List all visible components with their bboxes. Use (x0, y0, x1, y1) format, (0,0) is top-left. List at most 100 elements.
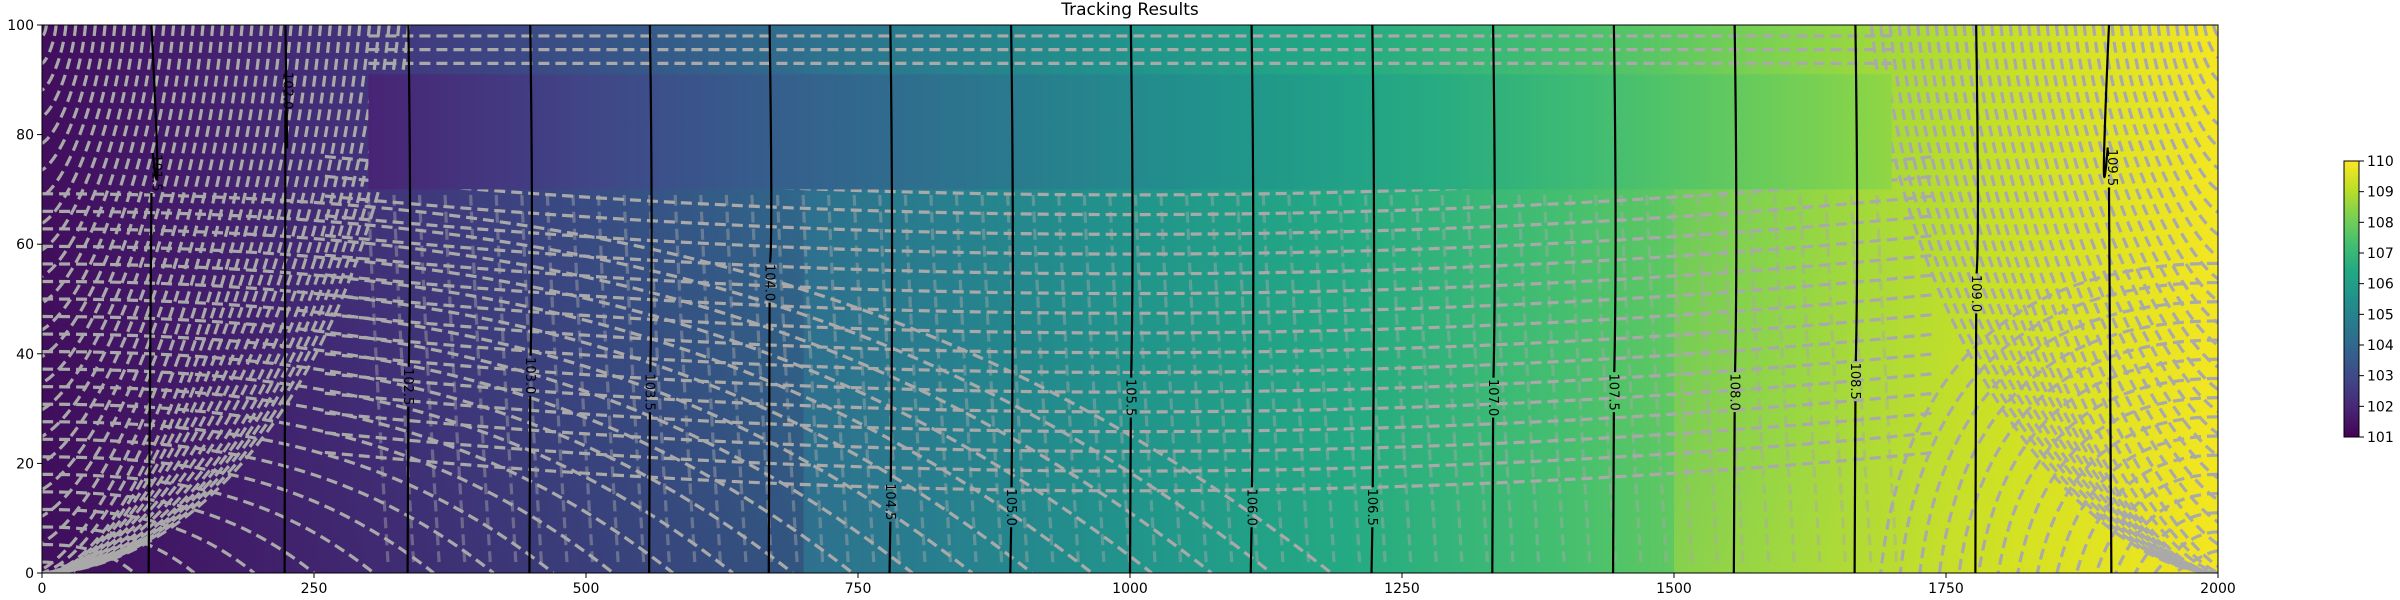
y-tick-label: 40 (16, 347, 34, 363)
pathline (2110, 25, 2218, 281)
pathline (1879, 261, 2218, 573)
contour-line (1128, 417, 1132, 573)
contour-line (1129, 25, 1134, 378)
x-tick-label: 1500 (1656, 581, 1692, 597)
pathline (1287, 194, 1311, 563)
pathline (42, 385, 675, 573)
pathline (2138, 25, 2218, 214)
pathline (42, 25, 88, 145)
pathline (929, 194, 953, 563)
colorbar-tick-label: 102 (2367, 399, 2394, 415)
y-axis: 0 20 40 60 80 100 (7, 18, 42, 582)
pathline (1747, 194, 1771, 563)
pathline (1619, 194, 1643, 563)
pathlines (42, 25, 2218, 573)
y-tick-label: 80 (16, 128, 34, 144)
pathline (42, 25, 166, 358)
pathline (42, 507, 256, 573)
pathline (1006, 194, 1029, 563)
pathline (443, 194, 467, 563)
x-tick-label: 1750 (1928, 581, 1964, 597)
pathline (42, 25, 58, 65)
pathline (1999, 25, 2218, 546)
pathline (622, 194, 646, 563)
pathline (1953, 25, 2218, 573)
contour-line (147, 192, 153, 573)
x-tick-label: 1250 (1384, 581, 1420, 597)
contour-line (1975, 25, 1979, 274)
pathline (2175, 25, 2218, 126)
pathline (1312, 194, 1336, 563)
pathline (903, 194, 927, 563)
pathline (42, 25, 303, 573)
contour-label: 107.0 (1485, 379, 1500, 416)
pathline (2045, 25, 2218, 435)
pathline (1721, 194, 1745, 563)
colorbar-tick-label: 103 (2367, 369, 2394, 385)
pathline (42, 472, 375, 573)
pathline (324, 352, 1936, 394)
contour-line (1732, 412, 1736, 573)
pathline (980, 194, 1004, 563)
pathline (2075, 453, 2218, 573)
pathline (42, 25, 352, 573)
contour-line (1250, 25, 1255, 488)
pathline (42, 25, 107, 199)
pathline (1898, 280, 2218, 573)
y-tick-label: 20 (16, 456, 34, 472)
pathline (42, 25, 117, 225)
pathline (954, 194, 978, 563)
pathline (324, 214, 1936, 256)
contour-line (888, 521, 892, 573)
pathline (42, 25, 97, 172)
pathline (324, 332, 1936, 375)
pathline (1057, 194, 1080, 563)
pathline (1466, 194, 1490, 563)
colorbar-tick-label: 106 (2367, 277, 2394, 293)
pathline (1696, 194, 1720, 563)
colorbar-gradient (2343, 160, 2360, 438)
colorbar-ticks: 101 102 103 104 105 106 107 108 109 110 (2359, 154, 2394, 446)
contour-line (1010, 25, 1014, 488)
pathline (42, 25, 283, 573)
colorbar-tick-label: 101 (2367, 430, 2394, 446)
pathline (1184, 194, 1208, 563)
colorbar-tick-label: 104 (2367, 338, 2394, 354)
pathline (775, 194, 799, 563)
pathline (2193, 25, 2218, 81)
contour-line (1492, 25, 1496, 378)
contour-label: 102.0 (279, 72, 294, 109)
contour-label: 105.5 (1123, 379, 1138, 416)
pathline (42, 297, 974, 573)
pathline (1108, 194, 1132, 563)
pathline (1962, 25, 2218, 573)
contour-line (1854, 25, 1859, 362)
pathline (1773, 194, 1796, 563)
pathline (2016, 396, 2218, 573)
pathline (42, 25, 254, 573)
colorbar-tick-label: 105 (2367, 307, 2394, 323)
pathline (1645, 194, 1668, 563)
pathline (42, 25, 127, 252)
pathline (2147, 25, 2218, 192)
colorbar-tick-label: 107 (2367, 246, 2394, 262)
x-tick-label: 2000 (2200, 581, 2236, 597)
pathline (2036, 25, 2218, 458)
contour-label: 109.5 (2104, 149, 2119, 186)
pathline (42, 25, 156, 332)
pathline (42, 367, 734, 573)
contour-line (283, 110, 287, 573)
pathline (1338, 194, 1362, 563)
pathline (469, 194, 492, 563)
pathline (42, 402, 615, 573)
pathline (42, 314, 914, 573)
pathline (1517, 194, 1541, 563)
inactive-zone (368, 74, 1892, 190)
contour-line (284, 25, 289, 149)
x-tick-label: 500 (573, 581, 600, 597)
contour-line (1370, 527, 1374, 573)
pathline (1798, 194, 1822, 563)
contour-label: 106.0 (1243, 489, 1258, 526)
x-axis: 0 250 500 750 1000 1250 1500 1750 2000 (38, 573, 2236, 597)
